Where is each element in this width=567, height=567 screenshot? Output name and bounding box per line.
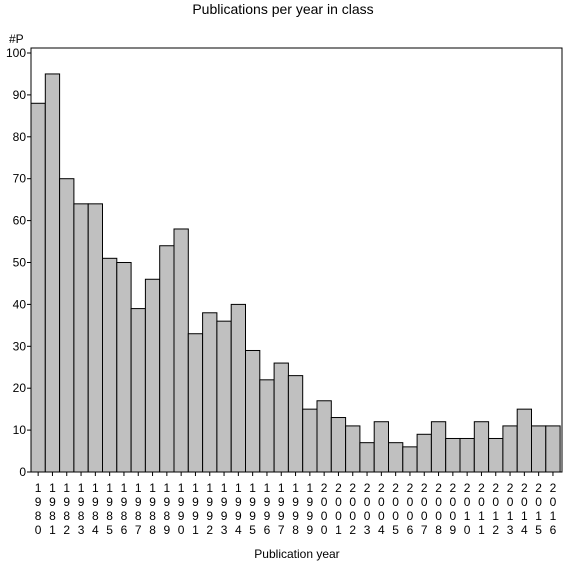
bars: [30, 73, 561, 473]
bar-1994: [230, 303, 246, 473]
y-tick-label: 50: [13, 256, 27, 270]
bar-2010: [459, 437, 475, 473]
x-axis-label: Publication year: [254, 547, 339, 561]
bar-2003: [359, 442, 375, 473]
y-tick-label: 90: [13, 88, 27, 102]
y-tick-label: 80: [13, 130, 27, 144]
bar-2013: [502, 425, 518, 473]
bar-2015: [531, 425, 547, 473]
bar-1983: [73, 203, 89, 473]
chart-title: Publications per year in class: [192, 1, 373, 17]
y-axis: 0 10 20 30 40 50 60 70 80 90 100: [6, 46, 31, 479]
bar-2006: [402, 446, 418, 473]
y-tick-label: 100: [6, 46, 26, 60]
bar-1982: [59, 178, 75, 473]
bar-1999: [302, 408, 318, 473]
bar-2009: [445, 437, 461, 473]
bar-1997: [273, 362, 289, 473]
x-axis: 1 9 8 0 1 9 8 1 1 9 8 2 1 9 8 3 1 9 8 4 1 9 8 5 1 9 8 6 1 9 8 7 1 9 8 8 1 9 8 9…: [35, 472, 557, 537]
bar-2002: [345, 425, 361, 473]
bar-1996: [259, 379, 275, 473]
y-tick-label: 70: [13, 172, 27, 186]
bar-1987: [130, 308, 146, 473]
y-tick-label: 0: [19, 465, 26, 479]
bar-1995: [245, 349, 261, 473]
bar-1985: [102, 257, 118, 473]
y-tick-label: 20: [13, 381, 27, 395]
bar-2004: [373, 421, 390, 473]
y-tick-label: 10: [13, 423, 27, 437]
y-tick-label: 30: [13, 339, 27, 353]
bar-1998: [287, 375, 304, 473]
bar-1986: [116, 262, 132, 473]
y-tick-label: 60: [13, 214, 27, 228]
bar-2011: [473, 421, 490, 473]
bar-2008: [430, 421, 447, 473]
bar-1991: [187, 333, 204, 473]
bar-1988: [144, 278, 161, 473]
bar-1990: [173, 228, 189, 473]
y-axis-label: #P: [9, 32, 24, 46]
bar-1992: [202, 312, 218, 473]
y-tick-label: 40: [13, 297, 27, 311]
bar-1989: [159, 245, 175, 473]
bar-1981: [44, 73, 61, 473]
bar-2012: [488, 437, 504, 473]
bar-1980: [30, 102, 46, 473]
bar-1993: [216, 320, 232, 473]
bar-2005: [388, 442, 404, 473]
bar-2014: [516, 408, 533, 473]
bar-2007: [416, 433, 432, 473]
bar-2016: [545, 425, 561, 473]
bar-1984: [87, 203, 103, 473]
bar-2000: [316, 400, 332, 473]
bar-2001: [330, 417, 347, 473]
